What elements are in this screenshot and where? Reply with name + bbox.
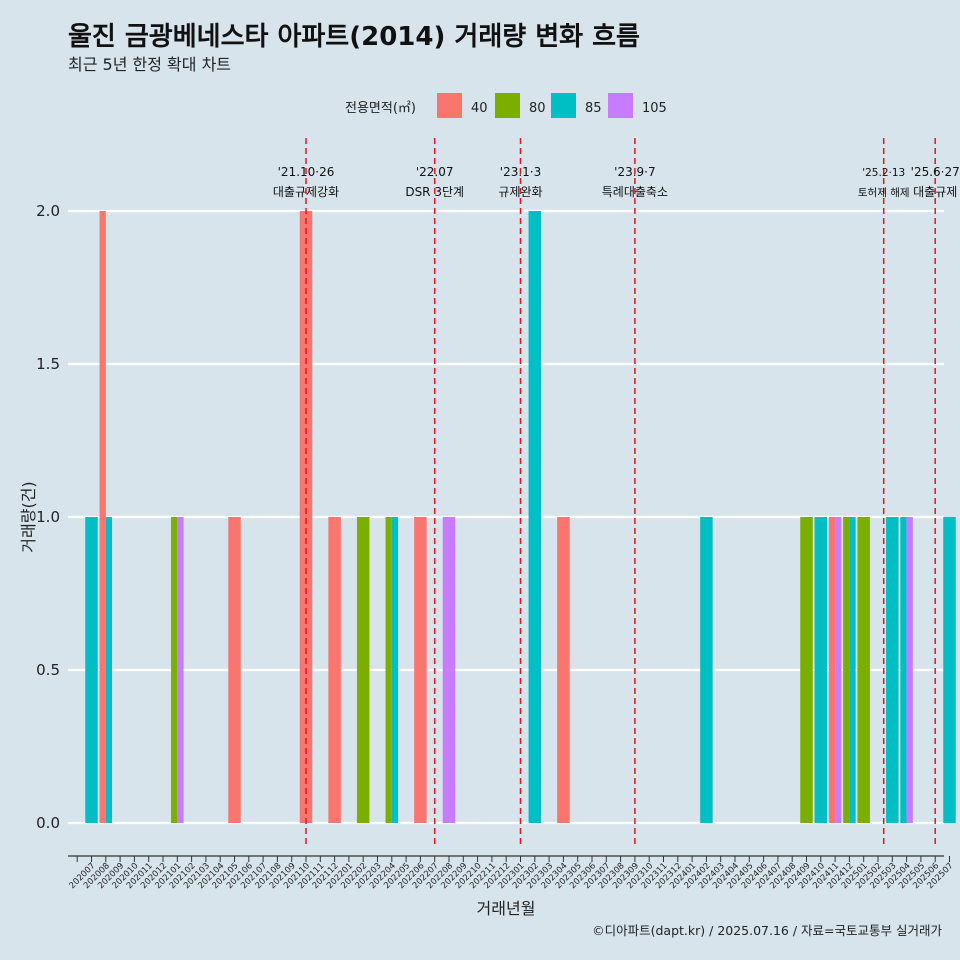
caption: ©디아파트(dapt.kr) / 2025.07.16 / 자료=국토교통부 실… bbox=[592, 923, 942, 938]
bar-202504-85 bbox=[900, 517, 907, 823]
legend-title: 전용면적(㎡) bbox=[345, 101, 416, 116]
bar-202504-105 bbox=[906, 517, 913, 823]
bar-202206-40 bbox=[414, 517, 427, 823]
event-date: '23.1·3 bbox=[500, 165, 541, 179]
bar-202503-85 bbox=[886, 517, 899, 823]
legend-swatch-105 bbox=[608, 93, 633, 118]
event-date: '25.6·27 bbox=[911, 165, 960, 179]
bar-202412-85 bbox=[849, 517, 856, 823]
event-label: 대출규제 bbox=[913, 185, 957, 199]
event-label: 대출규제강화 bbox=[273, 185, 339, 199]
event-date: '23.9·7 bbox=[614, 165, 655, 179]
bar-202008-85 bbox=[105, 517, 113, 823]
y-tick-label: 1.5 bbox=[36, 355, 60, 373]
bar-202202-80 bbox=[356, 517, 370, 823]
bar-202507-85 bbox=[943, 517, 956, 823]
event-label: 토허제 해제 bbox=[858, 186, 910, 199]
legend-label-80: 80 bbox=[529, 101, 546, 116]
bar-202302-85 bbox=[528, 211, 542, 823]
legend: 전용면적(㎡) 40 80 85 105 bbox=[345, 93, 667, 118]
event-label: 규제완화 bbox=[498, 185, 542, 199]
bar-202501-80 bbox=[857, 517, 870, 823]
legend-label-85: 85 bbox=[585, 101, 602, 116]
event-date: '21.10·26 bbox=[278, 165, 335, 179]
bar-202402-85 bbox=[700, 517, 713, 823]
bar-202208-105 bbox=[442, 517, 456, 823]
bar-202412-80 bbox=[843, 517, 850, 823]
bar-202411-40 bbox=[828, 517, 836, 823]
event-label: DSR 3단계 bbox=[405, 185, 464, 199]
event-date: '25.2·13 bbox=[862, 167, 905, 179]
grid bbox=[68, 209, 944, 825]
bar-202110-40 bbox=[299, 211, 313, 823]
bar-202411-105 bbox=[835, 517, 842, 823]
bar-202204-85 bbox=[391, 517, 399, 823]
bar-202105-40 bbox=[228, 517, 241, 823]
y-tick-label: 1.0 bbox=[36, 508, 60, 526]
y-axis: 0.0 0.5 1.0 1.5 2.0 bbox=[36, 202, 60, 832]
bar-202008-40 bbox=[99, 211, 106, 823]
legend-swatch-40 bbox=[437, 93, 462, 118]
legend-label-105: 105 bbox=[642, 101, 667, 116]
bar-202101-80 bbox=[171, 517, 178, 823]
bar-202304-40 bbox=[557, 517, 570, 823]
y-tick-label: 2.0 bbox=[36, 202, 60, 220]
chart-title: 울진 금광베네스타 아파트(2014) 거래량 변화 흐름 bbox=[68, 22, 640, 52]
event-markers: '21.10·26 대출규제강화 '22.07 DSR 3단계 '23.1·3 규제완화 '… bbox=[273, 138, 960, 846]
event-date: '22.07 bbox=[416, 165, 454, 179]
y-tick-label: 0.0 bbox=[36, 814, 60, 832]
y-tick-label: 0.5 bbox=[36, 661, 60, 679]
bar-202007-85 bbox=[85, 517, 98, 823]
y-axis-title: 거래량(건) bbox=[19, 481, 38, 552]
bar-202101-105 bbox=[177, 517, 184, 823]
bar-202204-80 bbox=[385, 517, 392, 823]
event-label: 특례대출축소 bbox=[602, 185, 668, 199]
x-axis-title: 거래년월 bbox=[477, 899, 536, 918]
legend-swatch-80 bbox=[495, 93, 520, 118]
bar-202410-85 bbox=[814, 517, 828, 823]
bar-202409-80 bbox=[800, 517, 813, 823]
bar-202112-40 bbox=[328, 517, 341, 823]
bars bbox=[85, 211, 956, 823]
chart-subtitle: 최근 5년 한정 확대 차트 bbox=[68, 55, 231, 74]
legend-label-40: 40 bbox=[471, 101, 488, 116]
legend-swatch-85 bbox=[551, 93, 576, 118]
